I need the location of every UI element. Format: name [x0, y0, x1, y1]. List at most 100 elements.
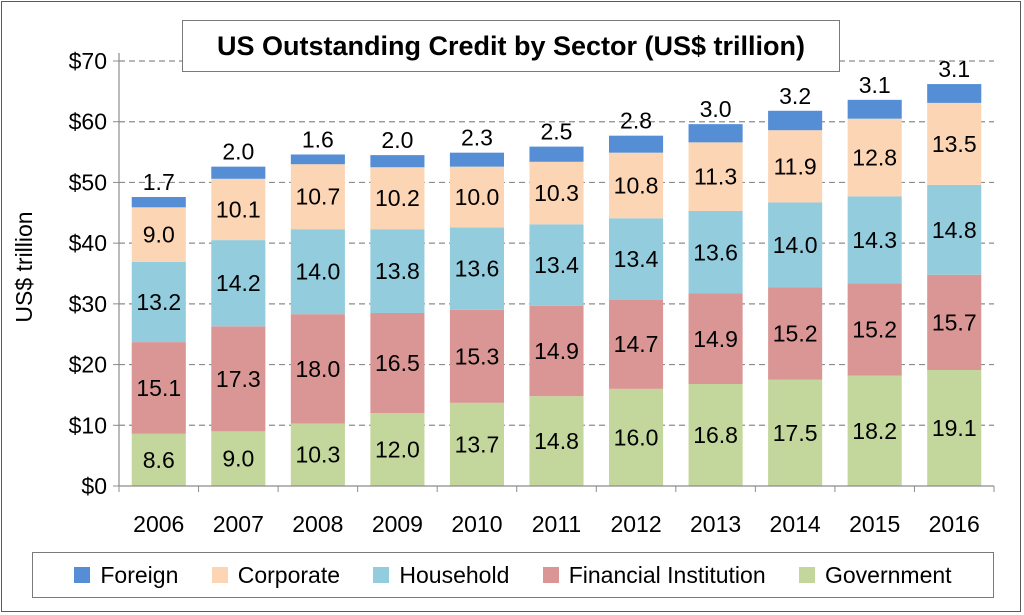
legend-label: Corporate: [237, 561, 341, 588]
bar-segment-corporate: [370, 167, 425, 230]
data-label: 2.3: [461, 125, 493, 151]
x-tick-label: 2009: [372, 511, 423, 537]
data-label: 1.7: [143, 169, 175, 195]
data-label: 19.1: [932, 415, 977, 441]
bar-segment-foreign: [927, 84, 982, 103]
x-tick-label: 2007: [213, 511, 264, 537]
bar-segment-government: [927, 370, 982, 486]
x-tick-label: 2015: [849, 511, 900, 537]
legend-label: Household: [399, 561, 510, 588]
data-label: 14.9: [693, 326, 738, 352]
data-label: 17.5: [773, 420, 818, 446]
data-label: 2.5: [541, 119, 573, 145]
bar-segment-household: [449, 227, 504, 310]
data-label: 16.0: [614, 424, 659, 450]
bar-segment-household: [370, 229, 425, 313]
axes: [113, 53, 995, 492]
y-tick-label: $60: [69, 109, 107, 135]
bar-segment-financial-institution: [688, 293, 743, 384]
x-tick-label: 2012: [610, 511, 661, 537]
bar-segment-foreign: [290, 154, 345, 165]
bar-segment-corporate: [529, 161, 584, 225]
bar-segment-financial-institution: [529, 305, 584, 397]
data-label: 16.5: [375, 350, 420, 376]
data-label: 3.2: [779, 83, 811, 109]
bar-segment-household: [768, 202, 823, 288]
legend-label: Foreign: [100, 561, 179, 588]
data-label: 18.2: [852, 418, 897, 444]
data-label: 13.6: [693, 239, 738, 265]
legend-swatch: [373, 567, 390, 583]
bar-segment-financial-institution: [290, 314, 345, 424]
bar-segment-financial-institution: [768, 287, 823, 380]
bar-segment-financial-institution: [370, 312, 425, 414]
data-label: 3.0: [700, 96, 732, 122]
x-tick-label: 2014: [770, 511, 821, 537]
bar-segment-government: [688, 384, 743, 486]
legend-item: Foreign: [74, 562, 178, 589]
x-tick-label: 2011: [532, 511, 581, 537]
bar-segment-corporate: [847, 118, 902, 197]
y-axis-label: US$ trillion: [11, 211, 37, 322]
legend-swatch: [799, 567, 815, 583]
bar-segment-foreign: [688, 124, 743, 143]
data-label: 15.3: [455, 343, 500, 369]
y-tick-label: $0: [81, 473, 107, 499]
data-label: 10.3: [295, 442, 340, 468]
data-label: 15.2: [852, 316, 897, 342]
legend-item: Corporate: [211, 561, 341, 589]
data-label: 13.2: [136, 289, 181, 315]
data-label: 2.0: [222, 139, 254, 165]
data-label: 10.3: [534, 180, 579, 206]
data-label: 9.0: [143, 222, 175, 248]
bar-segments: [131, 84, 982, 486]
data-label: 14.9: [534, 338, 579, 364]
data-label: 9.0: [222, 446, 254, 472]
bar-segment-household: [609, 218, 664, 300]
data-label: 12.8: [852, 145, 897, 171]
bar-segment-household: [688, 210, 743, 294]
x-tick-label: 2008: [292, 511, 343, 537]
bar-segment-financial-institution: [927, 274, 982, 371]
data-label: 2.8: [620, 108, 652, 134]
y-tick-label: $40: [69, 230, 107, 256]
bar-segment-foreign: [131, 197, 186, 208]
bar-segment-financial-institution: [131, 342, 186, 434]
legend-item: Government: [799, 562, 952, 589]
bar-segment-household: [927, 184, 982, 275]
data-label: 14.0: [773, 232, 818, 258]
y-tick-label: $20: [69, 352, 107, 378]
chart-title: US Outstanding Credit by Sector (US$ tri…: [216, 30, 806, 61]
data-label: 14.7: [614, 331, 659, 357]
data-label: 8.6: [143, 447, 175, 473]
bar-segment-government: [290, 423, 345, 486]
data-label: 13.4: [614, 246, 659, 272]
bar-segment-government: [609, 388, 664, 486]
x-tick-label: 2010: [451, 511, 502, 537]
data-label: 3.1: [859, 72, 891, 98]
y-tick-label: $50: [69, 169, 107, 195]
bar-segment-foreign: [211, 166, 266, 179]
bar-segment-foreign: [370, 155, 425, 168]
bar-segment-household: [847, 196, 902, 284]
bar-segment-corporate: [927, 102, 982, 185]
bar-segment-government: [847, 375, 902, 486]
bar-segment-government: [529, 396, 584, 486]
bar-segment-corporate: [609, 152, 664, 219]
data-label: 14.2: [216, 270, 261, 296]
data-label: 2.0: [381, 127, 413, 153]
bar-segment-government: [768, 379, 823, 486]
bar-segment-corporate: [688, 142, 743, 211]
x-tick-label: 2016: [929, 511, 980, 537]
data-label: 15.2: [773, 321, 818, 347]
data-label: 15.1: [136, 375, 181, 401]
bar-segment-government: [370, 413, 425, 486]
data-label: 15.7: [932, 309, 977, 335]
bar-segment-financial-institution: [211, 326, 266, 432]
data-label: 12.0: [375, 437, 420, 463]
bar-segment-foreign: [449, 152, 504, 167]
bar-segment-financial-institution: [609, 299, 664, 389]
data-label: 10.1: [216, 196, 261, 222]
data-label: 11.3: [694, 164, 737, 190]
